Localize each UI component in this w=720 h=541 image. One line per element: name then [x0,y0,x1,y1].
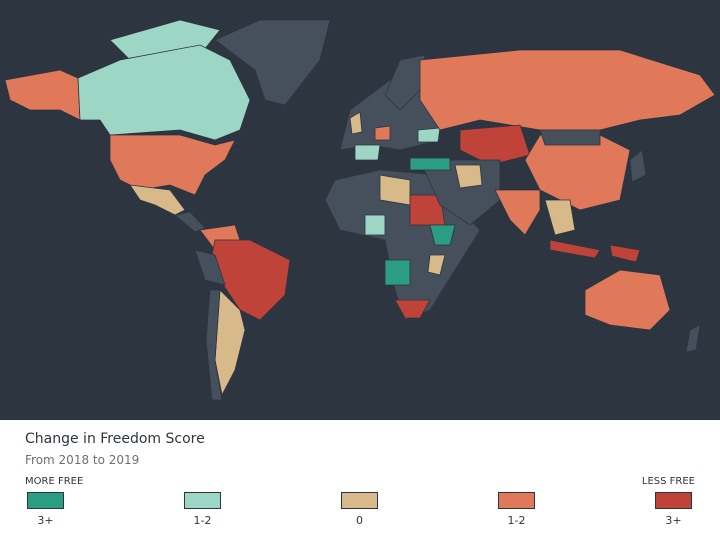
legend-item-label: 1-2 [193,514,212,527]
less-free-label: LESS FREE [641,476,695,487]
legend-subtitle: From 2018 to 2019 [25,453,140,467]
more-free-label: MORE FREE [25,476,84,487]
legend-item-label: 1-2 [507,514,526,527]
legend-swatch [27,492,64,509]
legend-title: Change in Freedom Score [25,431,205,447]
countries [4,19,716,401]
world-map [0,0,720,420]
legend-panel [0,420,720,541]
legend-item-label: 0 [356,514,363,527]
legend-swatch [655,492,692,509]
legend-item-label: 3+ [665,514,682,527]
legend-item-label: 3+ [37,514,54,527]
legend-swatch [498,492,535,509]
legend-swatch [341,492,378,509]
legend-swatch [184,492,221,509]
